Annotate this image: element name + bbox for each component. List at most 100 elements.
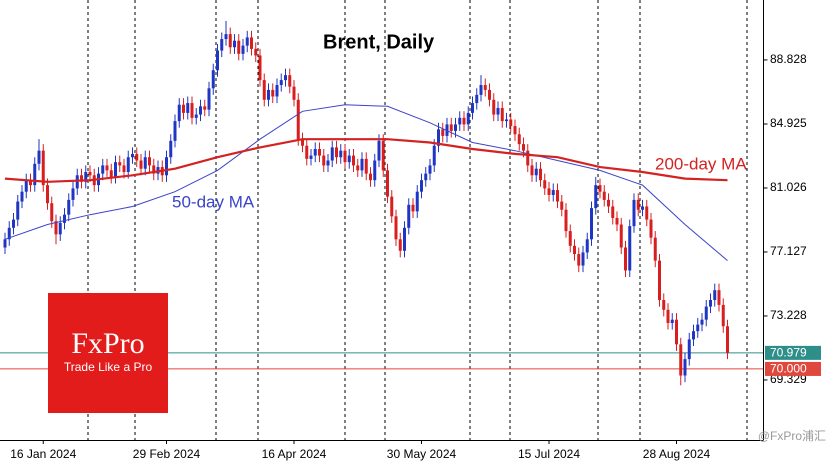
candle-body bbox=[267, 89, 270, 100]
candle-body bbox=[432, 145, 436, 166]
x-tick-label: 16 Apr 2024 bbox=[262, 447, 327, 461]
candle-body bbox=[20, 191, 24, 202]
candle-body bbox=[165, 157, 168, 176]
candle-body bbox=[33, 163, 37, 186]
candle-body bbox=[713, 290, 717, 301]
candle-body bbox=[585, 239, 589, 253]
candle-body bbox=[309, 155, 313, 159]
candle-body bbox=[228, 34, 232, 48]
candle-body bbox=[403, 227, 406, 251]
candle-body bbox=[3, 239, 7, 248]
candle-body bbox=[449, 124, 453, 131]
level-label: 70.979 bbox=[770, 346, 807, 360]
candle-body bbox=[245, 37, 249, 46]
candle-body bbox=[573, 245, 576, 255]
candle-body bbox=[556, 190, 559, 202]
candle-body bbox=[262, 80, 266, 100]
candle-body bbox=[101, 165, 105, 174]
candle-body bbox=[547, 188, 551, 195]
candle-body bbox=[675, 319, 678, 345]
candle-body bbox=[471, 103, 474, 113]
candle-body bbox=[488, 89, 491, 100]
y-tick-label: 84.925 bbox=[770, 116, 807, 130]
candle-body bbox=[717, 290, 721, 305]
candle-body bbox=[343, 150, 347, 163]
candle-body bbox=[696, 324, 700, 332]
candle-body bbox=[233, 40, 236, 48]
candle-body bbox=[207, 88, 211, 110]
candle-body bbox=[330, 147, 334, 161]
candle-body bbox=[415, 191, 419, 212]
candle-body bbox=[441, 129, 445, 136]
logo: FxPro Trade Like a Pro bbox=[48, 293, 168, 413]
candle-body bbox=[611, 206, 615, 218]
candle-body bbox=[279, 80, 283, 86]
candle-body bbox=[80, 175, 83, 182]
candle-body bbox=[505, 119, 508, 122]
candle-body bbox=[237, 40, 241, 54]
candle-body bbox=[292, 86, 296, 100]
candle-body bbox=[615, 217, 619, 225]
candle-body bbox=[313, 149, 317, 156]
candle-body bbox=[326, 160, 330, 166]
candle-body bbox=[152, 165, 156, 174]
ma-label: 200-day MA bbox=[655, 154, 747, 173]
candle-body bbox=[377, 140, 381, 161]
candle-body bbox=[241, 45, 245, 54]
candle-body bbox=[186, 103, 190, 113]
candle-body bbox=[177, 104, 181, 122]
level-label: 70.000 bbox=[770, 362, 807, 376]
candle-body bbox=[190, 103, 194, 118]
candle-body bbox=[139, 160, 143, 169]
candle-body bbox=[75, 175, 79, 189]
candle-body bbox=[135, 153, 139, 161]
candle-body bbox=[683, 359, 687, 376]
candle-body bbox=[288, 75, 292, 87]
candle-body bbox=[352, 155, 355, 166]
candle-body bbox=[7, 227, 11, 240]
candle-body bbox=[143, 157, 147, 169]
ma-line bbox=[4, 104, 728, 261]
candle-body bbox=[645, 206, 649, 220]
candle-body bbox=[360, 158, 364, 171]
candle-body bbox=[67, 199, 71, 215]
x-tick-label: 16 Jan 2024 bbox=[10, 447, 76, 461]
candle-body bbox=[594, 185, 598, 209]
candle-body bbox=[679, 344, 683, 376]
candle-body bbox=[607, 199, 610, 207]
candle-body bbox=[356, 165, 360, 171]
candle-body bbox=[564, 209, 568, 232]
candle-body bbox=[301, 139, 304, 146]
candle-body bbox=[624, 247, 627, 271]
candle-body bbox=[649, 219, 653, 238]
candle-body bbox=[704, 306, 708, 320]
candle-body bbox=[250, 37, 253, 49]
logo-box bbox=[48, 293, 168, 413]
ma-line bbox=[4, 138, 728, 183]
x-tick-label: 15 Jul 2024 bbox=[518, 447, 580, 461]
candle-body bbox=[148, 157, 151, 166]
candle-body bbox=[428, 165, 432, 174]
candle-body bbox=[390, 196, 394, 217]
candle-body bbox=[530, 165, 534, 176]
candle-body bbox=[420, 180, 423, 192]
candle-body bbox=[577, 254, 581, 266]
candle-body bbox=[381, 140, 385, 171]
logo-name: FxPro bbox=[71, 327, 144, 360]
candle-body bbox=[220, 39, 224, 51]
candle-body bbox=[126, 157, 130, 172]
candle-body bbox=[105, 165, 109, 171]
candle-body bbox=[539, 168, 542, 181]
level-tag bbox=[765, 361, 821, 376]
candle-body bbox=[318, 149, 321, 156]
candle-body bbox=[216, 50, 219, 71]
candle-body bbox=[131, 153, 134, 158]
candle-body bbox=[687, 339, 691, 360]
candle-body bbox=[275, 85, 279, 97]
candle-body bbox=[632, 199, 636, 227]
candle-body bbox=[496, 107, 500, 115]
candle-body bbox=[454, 124, 457, 131]
candle-body bbox=[653, 237, 657, 261]
candle-body bbox=[517, 134, 521, 145]
candle-body bbox=[509, 119, 513, 127]
